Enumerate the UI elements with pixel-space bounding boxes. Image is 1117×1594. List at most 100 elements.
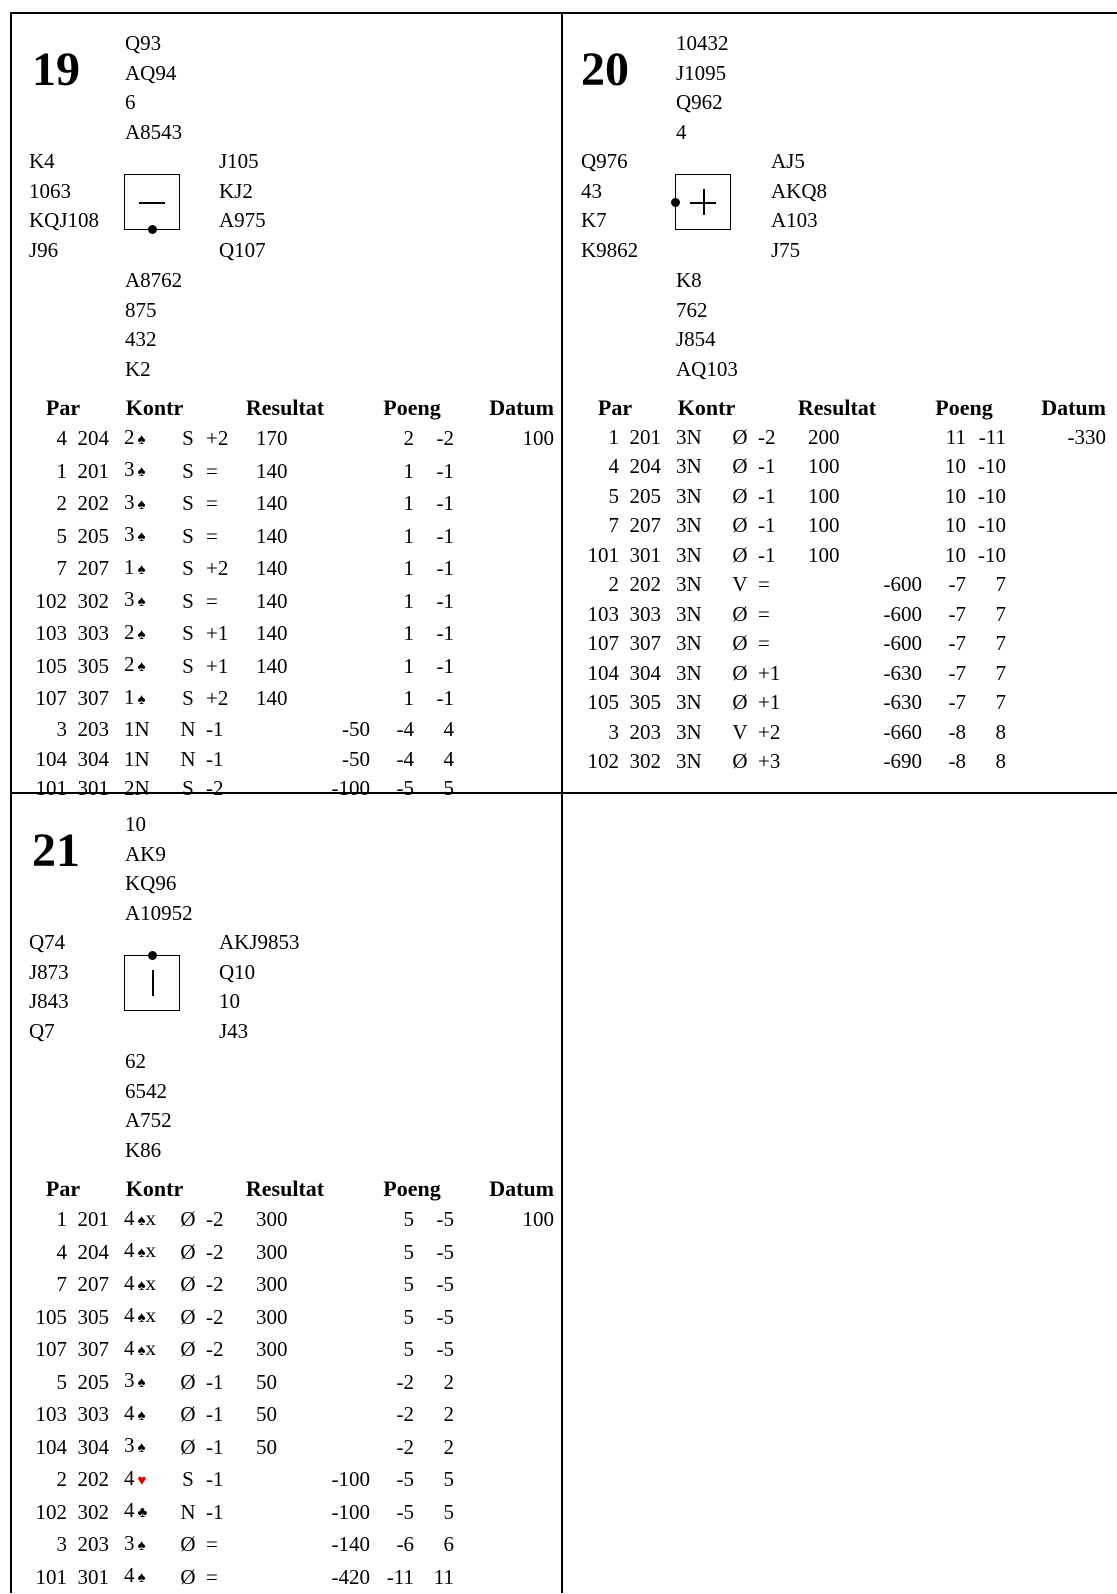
result-row: 104 304 3 ♠ Ø -1 50 -2 2 — [17, 1431, 554, 1464]
score-minus: -140 — [331, 1532, 371, 1556]
result-row: 1 201 4 ♠x Ø -2 300 5 -5 100 — [17, 1204, 555, 1237]
datum-value — [1006, 482, 1106, 512]
result-row: 7 207 3N Ø -1 100 10 -10 — [569, 511, 1106, 541]
contract-level: 1 — [124, 554, 135, 579]
contract-level: 3 — [124, 1368, 135, 1392]
points-ns: 1 — [403, 556, 415, 580]
points-ns: 10 — [945, 542, 966, 567]
contract-cell: 3N — [661, 600, 728, 630]
datum-value — [454, 1269, 554, 1302]
pair-ns: 105 — [35, 1304, 68, 1329]
pair-ew: 205 — [629, 483, 662, 508]
points-ns: 2 — [403, 426, 415, 450]
south-clubs: K2 — [125, 356, 151, 381]
pair-ew: 201 — [77, 458, 110, 483]
datum-value — [454, 1561, 554, 1594]
points-ns: 5 — [403, 1207, 415, 1231]
contract-level: 2N — [124, 776, 150, 800]
contract-cell: 3 ♠ — [109, 455, 176, 488]
spade-icon: ♠ — [137, 659, 146, 675]
score-minus — [326, 1366, 370, 1399]
pair-ns: 104 — [587, 660, 620, 685]
result-row: 3 203 1N N -1 -50 -4 4 — [17, 715, 554, 745]
contract-level: 3N — [676, 660, 702, 685]
spade-icon: ♠ — [137, 1570, 146, 1586]
contract-cell: 3 ♠ — [109, 1431, 176, 1464]
score-minus — [326, 423, 370, 456]
pair-ns: 104 — [35, 1434, 68, 1459]
datum-value — [454, 1399, 554, 1432]
deal-grid — [10, 12, 1117, 1593]
doubled-marker: x — [145, 1238, 156, 1262]
declarer: Ø — [180, 1337, 196, 1361]
points-ns: 1 — [403, 653, 415, 678]
declarer: Ø — [180, 1207, 196, 1231]
datum-value — [454, 585, 554, 618]
spade-icon: ♠ — [137, 1342, 146, 1359]
declarer: Ø — [180, 1272, 196, 1296]
points-ew: 8 — [995, 719, 1007, 744]
contract-level: 3 — [124, 457, 135, 481]
contract-level: 3 — [124, 1530, 135, 1555]
contract-level: 3N — [676, 719, 702, 744]
result-row: 103 303 3N Ø = -600 -7 7 — [569, 600, 1106, 630]
tricks-result: -2 — [758, 424, 776, 449]
points-ns: 5 — [403, 1337, 415, 1361]
pair-ns: 107 — [35, 1337, 68, 1361]
points-ns: -2 — [396, 1434, 415, 1459]
declarer: S — [182, 426, 194, 450]
result-row: 7 207 4 ♠x Ø -2 300 5 -5 — [17, 1269, 554, 1302]
contract-cell: 2 ♠ — [109, 423, 176, 456]
score-plus: 50 — [256, 1369, 277, 1394]
contract-level: 4 — [124, 1335, 135, 1360]
pair-ew: 303 — [77, 1402, 110, 1426]
score-plus: 300 — [256, 1239, 288, 1264]
datum-value — [454, 715, 554, 745]
datum-value — [1006, 600, 1106, 630]
contract-cell: 1N — [109, 745, 176, 775]
datum-value — [454, 553, 554, 586]
score-minus — [326, 1301, 370, 1334]
score-plus: 100 — [808, 483, 840, 508]
datum-value — [454, 774, 554, 804]
datum-value — [454, 455, 554, 488]
declarer: Ø — [732, 631, 748, 655]
contract-level: 1N — [124, 746, 150, 771]
result-row: 101 301 4 ♠ Ø = -420 -11 11 — [17, 1561, 554, 1594]
points-ew: -5 — [436, 1207, 455, 1231]
score-minus — [326, 1236, 370, 1269]
datum-value — [454, 745, 554, 775]
points-ns: -2 — [396, 1402, 415, 1426]
pair-ew: 201 — [77, 1207, 110, 1231]
contract-cell: 2N — [109, 774, 176, 804]
declarer: Ø — [180, 1434, 196, 1459]
points-ew: 7 — [995, 660, 1007, 685]
points-ns: -5 — [396, 1499, 415, 1524]
tricks-result: -1 — [206, 746, 224, 771]
points-ew: 2 — [443, 1369, 455, 1394]
tricks-result: -2 — [206, 1337, 224, 1361]
score-plus: 300 — [256, 1304, 288, 1329]
score-plus: 100 — [808, 542, 840, 567]
score-minus — [878, 423, 922, 453]
score-plus: 100 — [808, 454, 840, 478]
contract-cell: 3 ♠ — [109, 1529, 176, 1562]
datum-value — [1006, 452, 1106, 482]
pair-ew: 201 — [629, 424, 662, 449]
pair-ew: 305 — [77, 1304, 110, 1329]
result-row: 107 307 3N Ø = -600 -7 7 — [569, 629, 1106, 659]
pair-ns: 5 — [608, 483, 620, 508]
score-plus — [256, 1529, 326, 1562]
doubled-marker: x — [145, 1303, 156, 1327]
score-minus: -600 — [883, 601, 923, 626]
points-ns: 5 — [403, 1239, 415, 1264]
grid-left-line — [10, 12, 12, 1593]
header-datum: Datum — [1041, 395, 1106, 420]
points-ew: -1 — [436, 686, 455, 710]
pair-ew: 303 — [77, 621, 110, 645]
tricks-result: +1 — [758, 690, 781, 714]
contract-cell: 2 ♠ — [109, 618, 176, 651]
pair-ns: 107 — [587, 631, 620, 655]
east-diamonds: A975 — [219, 208, 266, 232]
result-row: 4 204 4 ♠x Ø -2 300 5 -5 — [17, 1236, 554, 1269]
